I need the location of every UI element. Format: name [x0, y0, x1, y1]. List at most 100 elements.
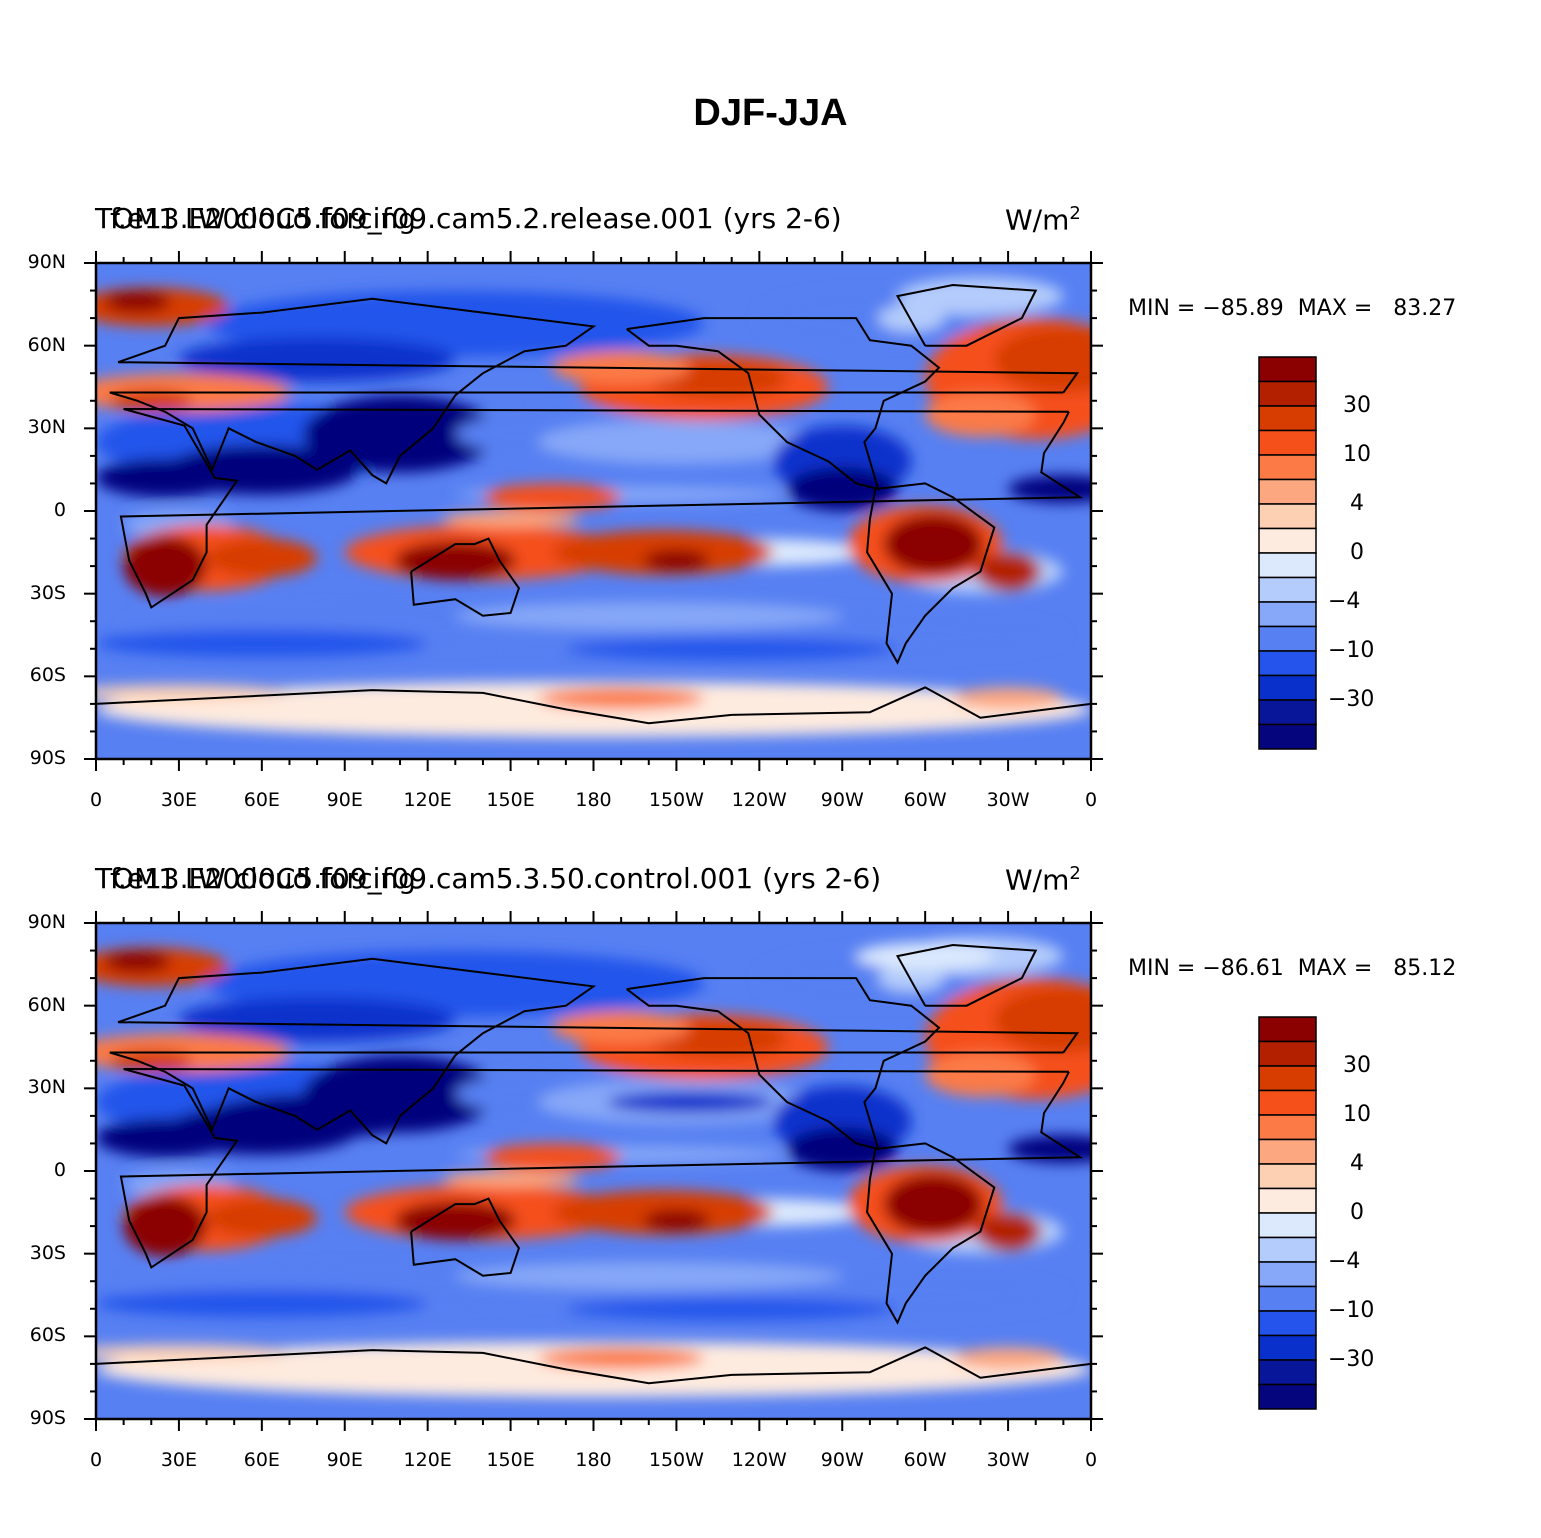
- lon-tick-label: 150E: [486, 789, 535, 811]
- field-region: [1008, 1135, 1091, 1163]
- field-region: [178, 997, 456, 1042]
- panel-case-title: f.e13.F2000C5.f09_f09.cam5.2.release.001…: [110, 202, 842, 235]
- colorbar-label: −10: [1328, 638, 1375, 663]
- field-region: [482, 483, 622, 511]
- panel-units: W/m2: [1005, 203, 1081, 237]
- axis-ticks: [84, 911, 1103, 1431]
- colorbar-swatch: [1258, 1383, 1317, 1410]
- field-region: [104, 290, 171, 313]
- field-region: [565, 637, 898, 660]
- lat-tick-label: 90S: [29, 747, 66, 769]
- colorbar-label: 10: [1343, 442, 1371, 467]
- lat-tick-label: 30N: [27, 416, 66, 439]
- lon-tick-label: 90W: [820, 789, 864, 811]
- lon-tick-label: 60W: [903, 1449, 947, 1471]
- colorbar-swatch: [1258, 1138, 1317, 1165]
- field-region: [123, 535, 207, 597]
- field-region: [1008, 475, 1091, 503]
- colorbar-label: 0: [1350, 1200, 1364, 1225]
- coastline: [866, 482, 996, 665]
- field-region: [897, 276, 1064, 316]
- panel-case-title: f.e13.F2000C5.f09_f09.cam5.3.50.control.…: [110, 862, 882, 895]
- colorbar-swatch: [1258, 1089, 1317, 1116]
- field-region: [856, 942, 995, 970]
- colorbar-swatch: [1258, 1310, 1317, 1337]
- field-region: [96, 1289, 428, 1318]
- lon-tick-label: 90W: [820, 1449, 864, 1471]
- lon-tick-label: 30W: [986, 789, 1030, 811]
- lat-tick-label: 90N: [27, 251, 66, 273]
- coastline: [410, 537, 521, 617]
- coastline: [109, 297, 1080, 485]
- field-region: [206, 1198, 318, 1238]
- field-region: [455, 1261, 843, 1290]
- coastline: [109, 957, 1080, 1145]
- coastline: [96, 1346, 1091, 1385]
- lon-tick-label: 30E: [160, 1449, 197, 1471]
- field-region: [786, 1126, 898, 1171]
- lon-tick-label: 0: [1084, 1449, 1098, 1471]
- field-region: [96, 458, 235, 498]
- lat-tick-label: 60S: [29, 1324, 66, 1347]
- lon-tick-label: 30W: [986, 1449, 1030, 1471]
- coastline: [895, 283, 1038, 347]
- lon-tick-label: 0: [1084, 789, 1098, 811]
- field-region: [96, 629, 428, 658]
- colorbar-label: −30: [1328, 687, 1375, 712]
- map-panel-2: TOM1 LW cloud forcing f.e13.F2000C5.f09_…: [0, 660, 1541, 1470]
- field-region: [538, 687, 705, 710]
- colorbar-swatch: [1258, 552, 1317, 579]
- field-region: [565, 1297, 898, 1320]
- colorbar-label: −4: [1328, 1249, 1361, 1274]
- coastline: [119, 408, 1084, 609]
- lon-tick-label: 60W: [903, 789, 947, 811]
- lon-tick-label: 120E: [403, 1449, 452, 1471]
- colorbar-swatch: [1258, 1187, 1317, 1214]
- colorbar-label: 4: [1350, 1151, 1364, 1176]
- colorbar-swatch: [1258, 429, 1317, 456]
- field-region: [883, 513, 984, 575]
- colorbar: [1258, 1016, 1317, 1410]
- colorbar-label: 0: [1350, 540, 1364, 565]
- coastline: [410, 1197, 521, 1277]
- lon-tick-label: 60E: [243, 789, 280, 811]
- field-region: [394, 541, 517, 580]
- colorbar-label: 4: [1350, 491, 1364, 516]
- map-svg: [84, 911, 1317, 1431]
- lat-tick-label: 60N: [27, 993, 66, 1016]
- colorbar-swatch: [1258, 601, 1317, 628]
- colorbar-swatch: [1258, 356, 1317, 383]
- coastline: [119, 1068, 1084, 1269]
- lon-tick-label: 60E: [243, 1449, 280, 1471]
- lat-tick-label: 90S: [29, 1407, 66, 1429]
- colorbar-swatch: [1258, 454, 1317, 481]
- field-region: [925, 392, 1036, 437]
- lon-tick-label: 180: [575, 789, 612, 811]
- colorbar: [1258, 356, 1317, 750]
- colorbar-swatch: [1258, 576, 1317, 603]
- lon-tick-label: 150E: [486, 1449, 535, 1471]
- field-region: [925, 1052, 1036, 1097]
- lon-tick-label: 90E: [326, 789, 363, 811]
- colorbar-swatch: [1258, 1040, 1317, 1067]
- lon-tick-label: 120W: [731, 789, 787, 811]
- field-region: [952, 687, 1064, 710]
- min-max-readout: MIN = −85.89 MAX = 83.27: [1128, 296, 1457, 321]
- colorbar-label: −4: [1328, 589, 1361, 614]
- lon-tick-label: 150W: [648, 1449, 704, 1471]
- field-region: [974, 552, 1042, 591]
- field-region: [952, 1347, 1064, 1370]
- field-region: [206, 1093, 428, 1138]
- field-region: [482, 1143, 622, 1171]
- field-region: [643, 549, 710, 572]
- colorbar-swatch: [1258, 1236, 1317, 1263]
- lon-tick-label: 120W: [731, 1449, 787, 1471]
- field-region: [178, 337, 456, 382]
- field-region: [109, 1049, 193, 1072]
- colorbar-swatch: [1258, 650, 1317, 677]
- colorbar-swatch: [1258, 1114, 1317, 1141]
- lon-tick-label: 90E: [326, 1449, 363, 1471]
- field-region: [96, 1118, 235, 1158]
- colorbar-swatch: [1258, 503, 1317, 530]
- contour-field: [96, 263, 1091, 759]
